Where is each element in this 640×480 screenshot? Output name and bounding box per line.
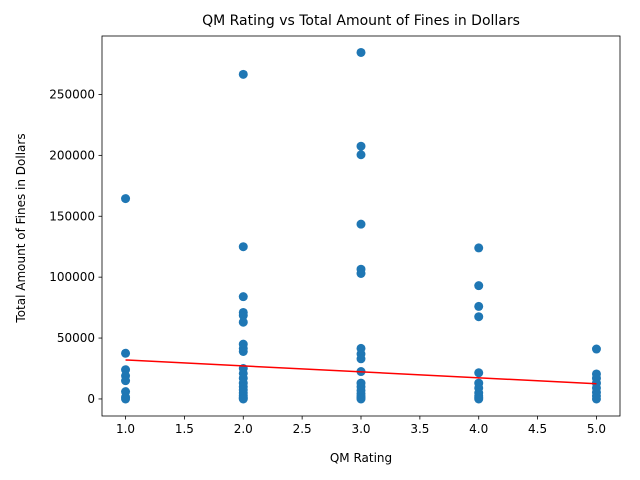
- y-tick-label: 200000: [49, 148, 95, 162]
- data-point: [121, 376, 131, 386]
- x-axis-label: QM Rating: [330, 451, 392, 465]
- y-tick-label: 150000: [49, 209, 95, 223]
- data-point: [474, 312, 484, 322]
- data-point: [238, 69, 248, 79]
- data-point: [474, 243, 484, 253]
- data-point: [591, 394, 601, 404]
- data-point: [121, 194, 131, 204]
- y-tick-label: 50000: [57, 331, 95, 345]
- data-point: [356, 47, 366, 57]
- data-point: [356, 394, 366, 404]
- y-tick-label: 0: [87, 392, 95, 406]
- data-point: [356, 269, 366, 278]
- data-point: [474, 301, 484, 311]
- x-tick-label: 1.5: [175, 422, 194, 436]
- data-point: [238, 311, 248, 321]
- chart-title: QM Rating vs Total Amount of Fines in Do…: [202, 13, 520, 29]
- data-point: [474, 394, 484, 404]
- y-axis-label: Total Amount of Fines in Dollars: [14, 133, 28, 323]
- x-tick-label: 1.0: [116, 422, 135, 436]
- x-tick-label: 2.0: [234, 422, 253, 436]
- x-tick-label: 4.5: [528, 422, 547, 436]
- data-point: [238, 346, 248, 356]
- y-tick-label: 100000: [49, 270, 95, 284]
- data-point: [238, 292, 248, 302]
- plot-area: [121, 47, 601, 404]
- data-point: [356, 219, 366, 229]
- x-tick-label: 2.5: [293, 422, 312, 436]
- data-point: [121, 394, 131, 404]
- x-tick-label: 3.5: [410, 422, 429, 436]
- data-point: [238, 242, 248, 252]
- data-point: [238, 317, 248, 327]
- data-point: [474, 368, 484, 378]
- data-point: [121, 348, 131, 358]
- data-point: [238, 394, 248, 404]
- data-point: [591, 344, 601, 354]
- data-point: [474, 281, 484, 291]
- x-tick-label: 4.0: [469, 422, 488, 436]
- trend-line: [125, 359, 597, 385]
- data-point: [356, 150, 366, 160]
- y-tick-label: 250000: [49, 87, 95, 101]
- axes: 1.0 1.5 2.0 2.5 3.0 3.5 4.0 4.5 5.0 0 50000 100000 1…: [49, 35, 621, 436]
- x-tick-label: 3.0: [351, 422, 370, 436]
- x-tick-label: 5.0: [587, 422, 606, 436]
- data-point: [356, 354, 366, 364]
- data-point: [356, 141, 366, 151]
